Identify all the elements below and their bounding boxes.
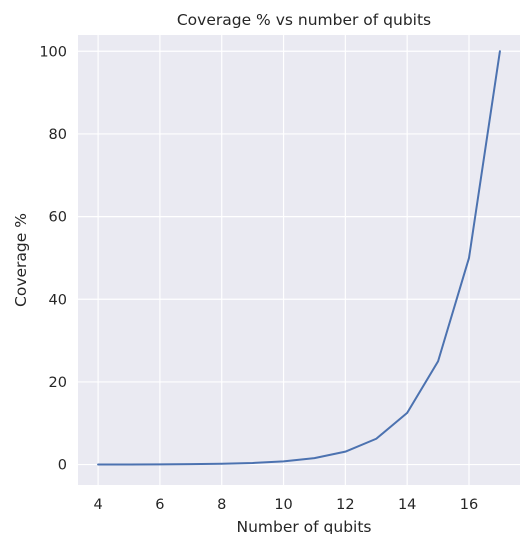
y-tick-label: 40 <box>49 292 67 308</box>
y-tick-label: 0 <box>58 458 67 474</box>
x-axis-label: Number of qubits <box>236 518 371 534</box>
y-tick-label: 20 <box>49 375 67 391</box>
x-tick-label: 10 <box>274 497 292 513</box>
y-axis-label: Coverage % <box>12 213 30 307</box>
x-tick-label: 14 <box>398 497 416 513</box>
x-tick-label: 8 <box>217 497 226 513</box>
x-tick-label: 4 <box>93 497 102 513</box>
y-tick-label: 60 <box>49 210 67 226</box>
x-tick-label: 16 <box>460 497 478 513</box>
y-tick-label: 100 <box>39 44 67 60</box>
y-tick-label: 80 <box>49 127 67 143</box>
x-tick-label: 12 <box>336 497 354 513</box>
x-gridlines <box>97 35 470 485</box>
y-tick-labels: 0 20 40 60 80 100 <box>39 44 67 473</box>
series-line <box>97 50 501 466</box>
plot-area <box>78 35 520 485</box>
series-layer <box>97 50 501 466</box>
x-tick-labels: 4 6 8 10 12 14 16 <box>93 497 478 513</box>
chart-title: Coverage % vs number of qubits <box>177 11 431 29</box>
x-tick-label: 6 <box>155 497 164 513</box>
